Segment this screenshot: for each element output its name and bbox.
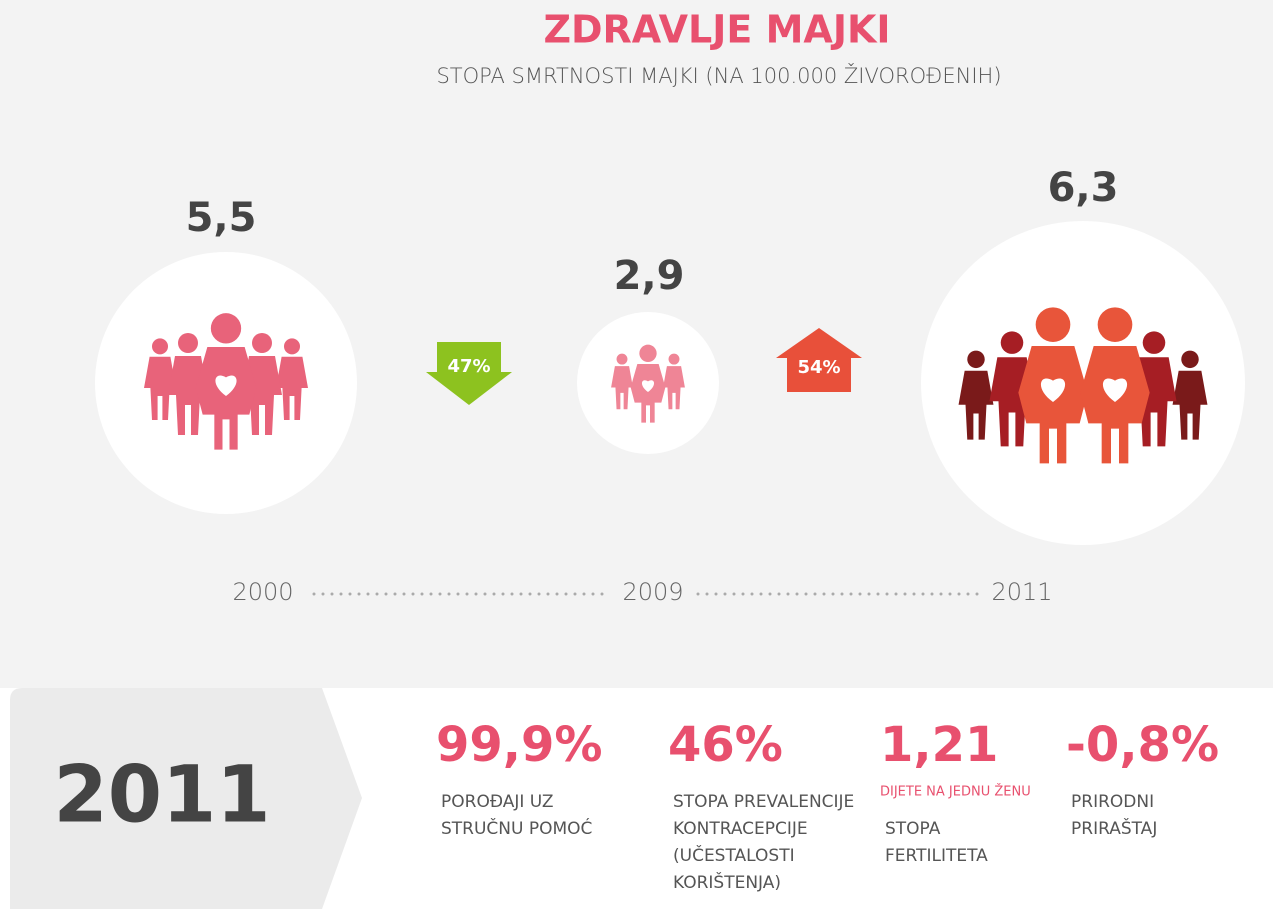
- stat-label: POROĐAJI UZ: [441, 792, 554, 812]
- change-label: 54%: [797, 357, 840, 378]
- change-label: 47%: [447, 356, 490, 377]
- year: 2009: [622, 578, 683, 606]
- stat-label: STOPA PREVALENCIJE: [673, 792, 854, 812]
- year: 2011: [991, 578, 1052, 606]
- stat-label: PRIRODNI: [1071, 792, 1154, 812]
- stat-label: FERTILITETA: [885, 846, 988, 866]
- stat-note: DIJETE NA JEDNU ŽENU: [880, 784, 1031, 800]
- value: 6,3: [1048, 165, 1119, 211]
- stat-value: 46%: [668, 717, 783, 773]
- stat-label: KONTRACEPCIJE: [673, 819, 808, 839]
- stats-year: 2011: [53, 750, 270, 840]
- value: 5,5: [186, 195, 257, 241]
- stat-label: STOPA: [885, 819, 941, 839]
- stat-label: PRIRAŠTAJ: [1071, 817, 1157, 839]
- stat-label: (UČESTALOSTI: [673, 844, 795, 866]
- infographic: ZDRAVLJE MAJKI STOPA SMRTNOSTI MAJKI (NA…: [0, 0, 1273, 909]
- subtitle: STOPA SMRTNOSTI MAJKI (NA 100.000 ŽIVORO…: [436, 63, 1001, 88]
- stat-value: 1,21: [880, 717, 998, 773]
- title: ZDRAVLJE MAJKI: [543, 8, 890, 52]
- year: 2000: [232, 578, 293, 606]
- stat-value: 99,9%: [436, 717, 603, 773]
- stat-value: -0,8%: [1066, 717, 1219, 773]
- value: 2,9: [614, 253, 685, 299]
- stat-label: KORIŠTENJA): [673, 871, 781, 893]
- stat-label: STRUČNU POMOĆ: [441, 817, 592, 839]
